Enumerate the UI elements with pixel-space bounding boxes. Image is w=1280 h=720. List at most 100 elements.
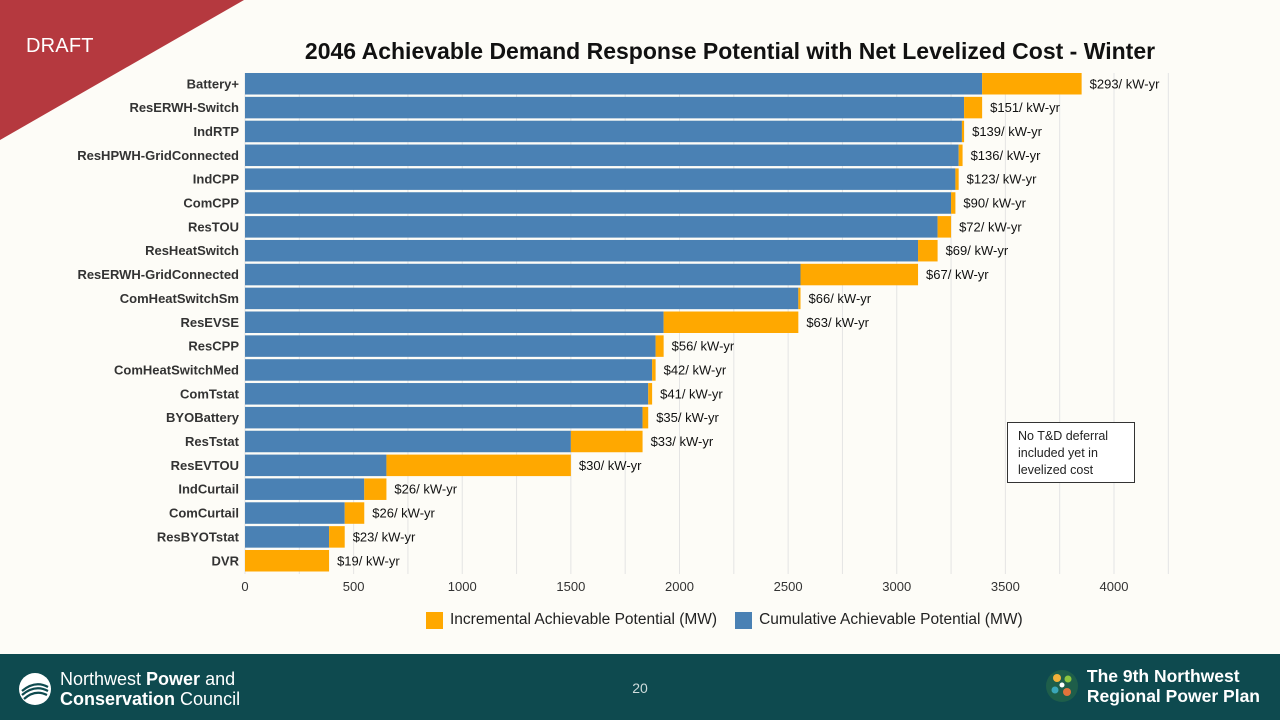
data-label: $41/ kW-yr	[660, 386, 723, 401]
page-number: 20	[632, 680, 648, 696]
category-label: ResTstat	[185, 434, 240, 449]
draft-banner	[0, 0, 244, 140]
x-tick-label: 2500	[774, 579, 803, 594]
bar-incremental	[663, 311, 799, 333]
bar-incremental	[245, 550, 330, 572]
bar-cumulative	[245, 73, 983, 95]
bar-incremental	[800, 263, 919, 286]
bar-incremental	[648, 383, 653, 405]
bar-cumulative	[245, 359, 653, 381]
bar-cumulative	[245, 502, 345, 524]
bar-incremental	[982, 73, 1082, 95]
x-tick-label: 3500	[991, 579, 1020, 594]
data-label: $151/ kW-yr	[990, 100, 1061, 115]
chart-legend: Incremental Achievable Potential (MW) Cu…	[426, 611, 1041, 629]
bar-chart: 0 500 1000 1500 2000 2500 3000 3500 4000 Battery+…	[77, 73, 1169, 594]
data-label: $90/ kW-yr	[963, 196, 1026, 211]
draft-label: DRAFT	[26, 35, 94, 57]
data-label: $35/ kW-yr	[656, 410, 719, 425]
x-tick-label: 3000	[882, 579, 911, 594]
legend-label-incremental: Incremental Achievable Potential (MW)	[450, 611, 718, 628]
power-plan-logo-icon	[1045, 670, 1078, 702]
category-label: ResERWH-Switch	[129, 100, 239, 115]
data-label: $26/ kW-yr	[372, 506, 435, 521]
x-tick-label: 0	[241, 579, 248, 594]
bar-cumulative	[245, 406, 643, 429]
chart-title: 2046 Achievable Demand Response Potentia…	[304, 38, 1156, 64]
bar-incremental	[964, 96, 983, 119]
bar-incremental	[918, 239, 938, 262]
category-label: ResCPP	[188, 339, 239, 354]
category-label: ResHPWH-GridConnected	[77, 148, 239, 163]
data-label: $63/ kW-yr	[806, 315, 869, 330]
bar-incremental	[955, 168, 959, 190]
data-label: $42/ kW-yr	[664, 362, 727, 377]
legend-item-cumulative: Cumulative Achievable Potential (MW)	[735, 611, 1023, 629]
legend-swatch-incremental	[426, 611, 443, 629]
data-label: $139/ kW-yr	[972, 124, 1043, 139]
data-label: $19/ kW-yr	[337, 553, 400, 568]
bar-cumulative	[245, 120, 962, 143]
bar-cumulative	[245, 335, 656, 357]
council-logo-group: Northwest Power and Conservation Council	[18, 669, 240, 709]
bar-incremental	[655, 335, 664, 357]
power-plan-name: The 9th Northwest Regional Power Plan	[1087, 666, 1260, 706]
bar-incremental	[951, 192, 956, 214]
category-label: ResEVTOU	[171, 458, 239, 473]
bar-cumulative	[245, 239, 919, 262]
bar-cumulative	[245, 168, 956, 190]
council-logo-icon	[19, 673, 51, 705]
bar-incremental	[570, 430, 643, 453]
legend-label-cumulative: Cumulative Achievable Potential (MW)	[759, 611, 1023, 628]
category-label: ResBYOTstat	[157, 529, 240, 544]
bar-incremental	[652, 359, 656, 381]
category-label: BYOBattery	[166, 410, 240, 425]
data-label: $56/ kW-yr	[672, 339, 735, 354]
data-label: $30/ kW-yr	[579, 458, 642, 473]
draft-banner-shape	[0, 0, 244, 140]
data-label: $72/ kW-yr	[959, 219, 1022, 234]
data-label: $23/ kW-yr	[353, 529, 416, 544]
bar-incremental	[798, 287, 801, 310]
council-name: Northwest Power and Conservation Council	[60, 669, 240, 709]
bar-incremental	[961, 120, 965, 143]
category-label: ComTstat	[180, 386, 240, 401]
bar-cumulative	[245, 216, 938, 238]
bar-incremental	[386, 454, 571, 477]
category-label: IndCurtail	[178, 482, 239, 497]
bar-cumulative	[245, 454, 387, 477]
council-name-line2: Conservation Council	[60, 689, 241, 709]
category-label: ResEVSE	[180, 315, 239, 330]
council-name-line1: Northwest Power and	[60, 669, 236, 689]
category-label: ResTOU	[188, 219, 239, 234]
category-label: ResHeatSwitch	[145, 243, 239, 258]
bar-incremental	[344, 502, 365, 524]
bar-cumulative	[245, 263, 801, 286]
note-box: No T&D deferral included yet in levelize…	[1007, 422, 1135, 483]
footer-bar: Northwest Power and Conservation Council…	[0, 654, 1280, 720]
bar-incremental	[958, 144, 963, 167]
category-label: ComCurtail	[169, 506, 239, 521]
category-label: DVR	[212, 553, 240, 568]
bar-cumulative	[245, 96, 965, 119]
category-label: IndCPP	[193, 172, 240, 187]
x-tick-label: 1500	[556, 579, 585, 594]
category-label: ResERWH-GridConnected	[77, 267, 239, 282]
bar-cumulative	[245, 144, 959, 167]
data-label: $66/ kW-yr	[809, 291, 872, 306]
power-plan-name-line2: Regional Power Plan	[1086, 686, 1260, 706]
bar-cumulative	[245, 192, 952, 214]
bar-cumulative	[245, 526, 330, 548]
bar-incremental	[642, 406, 649, 429]
bar-cumulative	[245, 383, 649, 405]
power-plan-logo-group: The 9th Northwest Regional Power Plan	[1045, 666, 1260, 706]
data-label: $123/ kW-yr	[967, 172, 1038, 187]
category-label: IndRTP	[194, 124, 240, 139]
category-label: ComHeatSwitchSm	[120, 291, 239, 306]
bar-incremental	[937, 216, 952, 238]
category-label: Battery+	[187, 76, 240, 91]
bar-cumulative	[245, 430, 571, 453]
x-tick-label: 4000	[1100, 579, 1129, 594]
x-tick-label: 2000	[665, 579, 694, 594]
data-label: $33/ kW-yr	[651, 434, 714, 449]
